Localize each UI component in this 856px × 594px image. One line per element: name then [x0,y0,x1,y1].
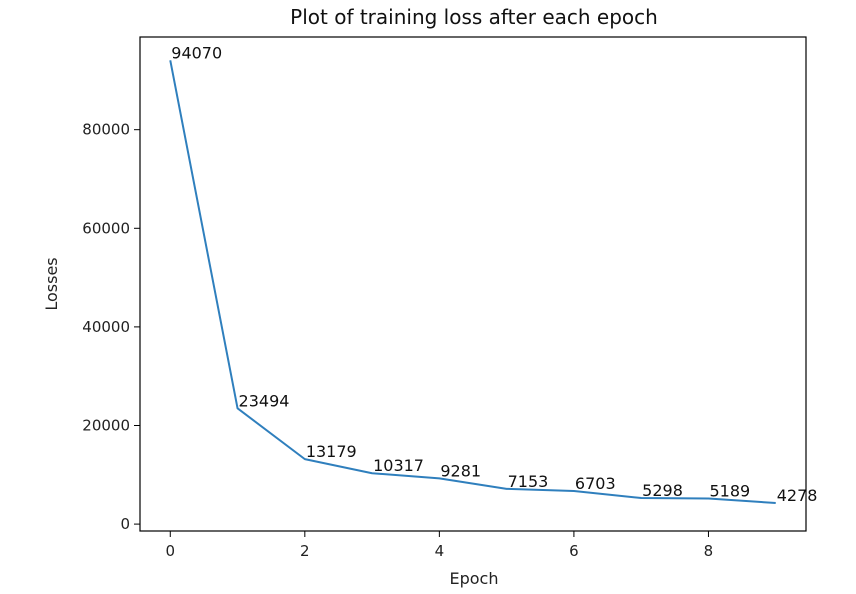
data-label: 9281 [440,461,481,480]
plot-area: 94070 23494 13179 10317 9281 7153 6703 5298 5189… [169,43,818,505]
x-tick-label: 2 [300,542,310,560]
chart-title: Plot of training loss after each epoch [290,5,658,29]
y-tick-label: 60000 [82,219,130,237]
y-tick-label: 40000 [82,318,130,336]
data-label: 5189 [709,482,750,501]
y-tick-label: 0 [120,515,130,533]
data-label: 4278 [777,486,818,505]
data-label: 5298 [642,481,683,500]
y-tick-label: 80000 [82,121,130,139]
x-tick-label: 6 [569,542,579,560]
data-label: 6703 [575,474,616,493]
x-tick-label: 8 [704,542,714,560]
data-label: 13179 [306,442,357,461]
y-axis-label: Losses [42,257,61,310]
loss-series-line [169,60,776,505]
x-axis-label: Epoch [450,569,499,588]
axes-frame [139,36,807,532]
data-label: 23494 [239,391,290,410]
y-tick-label: 20000 [82,416,130,434]
data-label: 10317 [373,456,424,475]
data-label: 7153 [508,472,549,491]
data-label: 94070 [171,43,222,62]
x-tick-label: 4 [435,542,445,560]
x-tick-label: 0 [165,542,175,560]
axes: 0 2 4 6 8 0 20000 40000 60000 80000 [82,36,807,560]
